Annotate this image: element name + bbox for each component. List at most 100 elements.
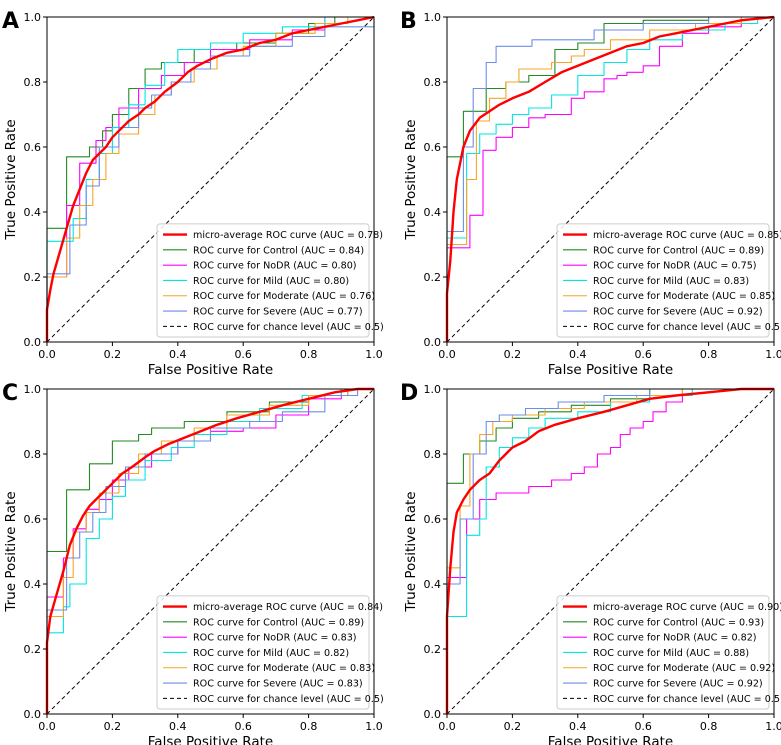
y-tick-label: 0.2 [424,271,442,284]
y-tick-label: 0.6 [24,141,42,154]
legend-box [156,223,370,338]
legend: micro-average ROC curve (AUC = 0.84) ROC … [156,595,384,710]
legend-entry-nodr: ROC curve for NoDR (AUC = 0.80) [193,261,357,272]
legend-entry-chance: ROC curve for chance level (AUC = 0.5) [593,694,781,705]
legend-entry-control: ROC curve for Control (AUC = 0.89) [593,245,764,256]
legend-entry-control: ROC curve for Control (AUC = 0.93) [593,617,764,628]
x-tick-label: 0.6 [234,348,252,361]
x-tick-label: 1.0 [765,348,781,361]
y-tick-label: 0.0 [424,708,442,721]
x-tick-label: 0.6 [634,348,652,361]
y-tick-label: 0.0 [424,336,442,349]
legend-entry-nodr: ROC curve for NoDR (AUC = 0.75) [593,261,757,272]
legend-entry-severe: ROC curve for Severe (AUC = 0.92) [593,678,763,689]
legend-entry-micro: micro-average ROC curve (AUC = 0.90) [593,602,781,613]
roc-line-nodr [446,16,774,342]
x-tick-label: 0.6 [234,720,252,733]
roc-panel-d: D 0.0 0.2 0.4 0.6 0.8 1.0 0.0 0.2 0.4 0.6 0.8 1.0 Fal… [400,381,781,745]
x-tick-label: 0.2 [104,348,122,361]
legend-entry-control: ROC curve for Control (AUC = 0.89) [193,617,364,628]
legend-entry-mild: ROC curve for Mild (AUC = 0.88) [593,648,749,659]
legend-entry-mild: ROC curve for Mild (AUC = 0.82) [193,648,349,659]
roc-line-nodr [446,388,774,714]
y-tick-label: 1.0 [24,383,42,396]
x-tick-label: 0.2 [104,720,122,733]
legend-entry-chance: ROC curve for chance level (AUC = 0.5) [193,694,384,705]
y-axis-label: True Positive Rate [403,491,419,612]
x-tick-label: 0.8 [300,720,318,733]
series-group [445,387,775,715]
legend: micro-average ROC curve (AUC = 0.85) ROC … [556,223,781,338]
y-tick-label: 0.4 [424,206,442,219]
legend-entry-micro: micro-average ROC curve (AUC = 0.85) [593,230,781,241]
x-tick-label: 0.0 [38,348,56,361]
legend-box [156,595,370,710]
y-tick-label: 1.0 [24,11,42,24]
x-tick-label: 0.4 [569,720,587,733]
legend-entry-micro: micro-average ROC curve (AUC = 0.84) [193,602,383,613]
x-tick-label: 1.0 [765,720,781,733]
x-tick-label: 0.8 [700,348,718,361]
series-group [45,15,375,343]
legend-entry-micro: micro-average ROC curve (AUC = 0.78) [193,230,383,241]
series-group [445,15,775,343]
y-tick-label: 0.2 [24,643,42,656]
y-tick-label: 1.0 [424,383,442,396]
x-axis-label: False Positive Rate [148,734,273,745]
roc-line-severe [446,388,774,714]
roc-line-micro [45,387,374,714]
legend-entry-moderate: ROC curve for Moderate (AUC = 0.92) [593,663,775,674]
roc-line-micro [445,15,775,342]
y-axis-label: True Positive Rate [3,119,19,240]
y-tick-label: 0.4 [24,206,42,219]
legend: micro-average ROC curve (AUC = 0.78) ROC … [156,223,384,338]
roc-line-moderate [46,388,374,714]
panel-label: C [2,381,18,406]
roc-panel-c: C 0.0 0.2 0.4 0.6 0.8 1.0 0.0 0.2 0.4 0.6 0.8 1.0 Fal… [2,381,384,745]
roc-line-micro [45,15,375,342]
series-group [45,387,375,715]
roc-line-moderate [446,16,774,342]
y-tick-label: 0.6 [424,513,442,526]
plot-frame [446,16,775,343]
y-tick-label: 0.8 [24,76,42,89]
y-axis-label: True Positive Rate [3,491,19,612]
legend-entry-moderate: ROC curve for Moderate (AUC = 0.83) [193,663,375,674]
y-tick-label: 0.8 [424,448,442,461]
y-tick-label: 0.0 [24,708,42,721]
legend-entry-severe: ROC curve for Severe (AUC = 0.77) [193,306,363,317]
y-tick-label: 0.8 [424,76,442,89]
y-tick-label: 0.4 [24,578,42,591]
y-tick-label: 0.4 [424,578,442,591]
roc-line-moderate [446,388,774,714]
legend-entry-control: ROC curve for Control (AUC = 0.84) [193,245,364,256]
legend-entry-severe: ROC curve for Severe (AUC = 0.83) [193,678,363,689]
panel-label: D [400,381,418,406]
y-tick-label: 1.0 [424,11,442,24]
legend-entry-nodr: ROC curve for NoDR (AUC = 0.82) [593,633,757,644]
roc-panel-b: B 0.0 0.2 0.4 0.6 0.8 1.0 0.0 0.2 0.4 0.6 0.8 1.0 Fal… [400,9,781,378]
x-tick-label: 0.8 [300,348,318,361]
x-tick-label: 1.0 [365,720,383,733]
x-tick-label: 0.0 [438,720,456,733]
x-tick-label: 0.0 [38,720,56,733]
y-tick-label: 0.8 [24,448,42,461]
roc-line-micro [445,387,774,714]
y-tick-label: 0.6 [24,513,42,526]
roc-line-severe [46,388,374,714]
x-tick-label: 1.0 [365,348,383,361]
legend-box [556,223,770,338]
legend-entry-moderate: ROC curve for Moderate (AUC = 0.76) [193,291,375,302]
y-tick-label: 0.6 [424,141,442,154]
legend-entry-severe: ROC curve for Severe (AUC = 0.92) [593,306,763,317]
legend-entry-nodr: ROC curve for NoDR (AUC = 0.83) [193,633,357,644]
x-tick-label: 0.4 [169,348,187,361]
y-tick-label: 0.2 [24,271,42,284]
plot-frame [46,388,375,715]
panel-label: B [400,9,417,34]
legend-entry-chance: ROC curve for chance level (AUC = 0.5) [593,322,781,333]
legend-entry-mild: ROC curve for Mild (AUC = 0.80) [193,276,349,287]
legend-entry-chance: ROC curve for chance level (AUC = 0.5) [193,322,384,333]
x-axis-label: False Positive Rate [548,734,673,745]
